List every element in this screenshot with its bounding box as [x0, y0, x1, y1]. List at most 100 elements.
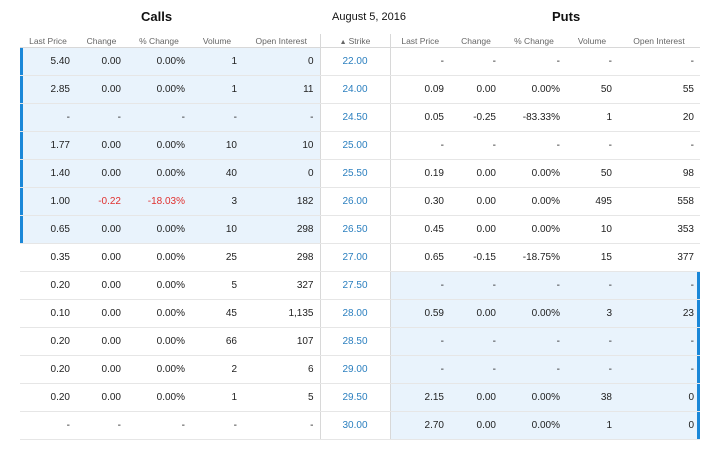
- strike-link[interactable]: 29.00: [319, 355, 391, 384]
- call-change-cell: 0.00: [76, 159, 127, 188]
- puts-col-volume[interactable]: Volume: [566, 34, 618, 48]
- put-last-price-cell: 0.45: [390, 215, 450, 244]
- puts-col-pct-change[interactable]: % Change: [502, 34, 566, 48]
- call-open-interest-cell: 107: [243, 327, 320, 356]
- call-open-interest-cell: 1,135: [243, 299, 320, 328]
- strike-link[interactable]: 22.00: [319, 47, 391, 76]
- call-volume-cell: -: [191, 103, 243, 132]
- put-open-interest-cell: 0: [618, 383, 700, 412]
- strike-link[interactable]: 29.50: [319, 383, 391, 412]
- put-volume-cell: -: [566, 47, 618, 76]
- table-row[interactable]: 0.20 0.00 0.00% 5 327 27.50- - - - -: [20, 271, 700, 300]
- puts-col-last-price[interactable]: Last Price: [390, 34, 450, 48]
- table-row[interactable]: 0.65 0.00 0.00% 10 298 26.50 0.45 0.00 0.00% 10 35…: [20, 215, 700, 244]
- put-pct-change-cell: -83.33%: [502, 103, 566, 132]
- put-pct-change-cell: 0.00%: [502, 383, 566, 412]
- put-pct-change-cell: -: [502, 355, 566, 384]
- strike-link[interactable]: 26.50: [319, 215, 391, 244]
- call-last-price-cell: -: [20, 103, 76, 132]
- put-volume-cell: -: [566, 355, 618, 384]
- table-row[interactable]: 0.20 0.00 0.00% 1 5 29.50 2.15 0.00 0.00% 38 0: [20, 383, 700, 412]
- table-row[interactable]: 0.20 0.00 0.00% 66 107 28.50- - - - -: [20, 327, 700, 356]
- strike-link[interactable]: 24.50: [319, 103, 391, 132]
- table-row[interactable]: 1.77 0.00 0.00% 10 10 25.00- - - - -: [20, 131, 700, 160]
- put-pct-change-cell: 0.00%: [502, 215, 566, 244]
- put-change-cell: -0.15: [450, 243, 502, 272]
- put-last-price-cell: -: [390, 271, 450, 300]
- table-row[interactable]: - - - - -24.50 0.05 -0.25 -83.33% 1 20: [20, 103, 700, 132]
- put-volume-cell: 3: [566, 299, 618, 328]
- table-row[interactable]: - - - - -30.00 2.70 0.00 0.00% 1 0: [20, 411, 700, 440]
- strike-col-label: Strike: [348, 35, 371, 46]
- call-volume-cell: 10: [191, 131, 243, 160]
- put-last-price-cell: 2.15: [390, 383, 450, 412]
- strike-link[interactable]: 27.50: [319, 271, 391, 300]
- call-pct-change-cell: 0.00%: [127, 131, 191, 160]
- put-change-cell: 0.00: [450, 411, 502, 440]
- call-change-cell: 0.00: [76, 271, 127, 300]
- call-open-interest-cell: 0: [243, 159, 320, 188]
- strike-link[interactable]: 24.00: [319, 75, 391, 104]
- put-open-interest-cell: 20: [618, 103, 700, 132]
- put-change-cell: 0.00: [450, 75, 502, 104]
- put-volume-cell: 15: [566, 243, 618, 272]
- put-pct-change-cell: 0.00%: [502, 75, 566, 104]
- put-last-price-cell: 0.19: [390, 159, 450, 188]
- calls-col-pct-change[interactable]: % Change: [127, 34, 191, 48]
- put-change-cell: -: [450, 355, 502, 384]
- strike-link[interactable]: 27.00: [319, 243, 391, 272]
- puts-col-open-interest[interactable]: Open Interest: [618, 34, 700, 48]
- put-volume-cell: -: [566, 271, 618, 300]
- call-pct-change-cell: 0.00%: [127, 159, 191, 188]
- put-change-cell: -0.25: [450, 103, 502, 132]
- call-volume-cell: 1: [191, 383, 243, 412]
- puts-col-change[interactable]: Change: [450, 34, 502, 48]
- call-change-cell: 0.00: [76, 355, 127, 384]
- calls-col-last-price[interactable]: Last Price: [20, 34, 76, 48]
- put-open-interest-cell: -: [618, 327, 700, 356]
- table-row[interactable]: 0.10 0.00 0.00% 45 1,135 28.00 0.59 0.00 0.00% 3 2…: [20, 299, 700, 328]
- call-volume-cell: 1: [191, 75, 243, 104]
- call-last-price-cell: 1.77: [20, 131, 76, 160]
- calls-col-change[interactable]: Change: [76, 34, 127, 48]
- call-open-interest-cell: 5: [243, 383, 320, 412]
- call-last-price-cell: 0.20: [20, 327, 76, 356]
- put-last-price-cell: 0.30: [390, 187, 450, 216]
- call-last-price-cell: -: [20, 411, 76, 440]
- call-pct-change-cell: -: [127, 411, 191, 440]
- strike-link[interactable]: 25.50: [319, 159, 391, 188]
- options-chain-table: Last Price Change % Change Volume Open I…: [20, 34, 700, 440]
- call-volume-cell: 1: [191, 47, 243, 76]
- call-last-price-cell: 2.85: [20, 75, 76, 104]
- table-row[interactable]: 0.20 0.00 0.00% 2 6 29.00- - - - -: [20, 355, 700, 384]
- put-pct-change-cell: 0.00%: [502, 187, 566, 216]
- put-change-cell: 0.00: [450, 299, 502, 328]
- put-change-cell: 0.00: [450, 187, 502, 216]
- strike-link[interactable]: 28.50: [319, 327, 391, 356]
- table-row[interactable]: 2.85 0.00 0.00% 1 11 24.00 0.09 0.00 0.00% 50 55: [20, 75, 700, 104]
- call-last-price-cell: 5.40: [20, 47, 76, 76]
- put-pct-change-cell: -: [502, 131, 566, 160]
- put-open-interest-cell: 353: [618, 215, 700, 244]
- expiration-date[interactable]: August 5, 2016: [332, 11, 407, 23]
- table-row[interactable]: 5.40 0.00 0.00% 1 0 22.00- - - - -: [20, 47, 700, 76]
- table-row[interactable]: 0.35 0.00 0.00% 25 298 27.00 0.65 -0.15 -18.75% 1…: [20, 243, 700, 272]
- call-volume-cell: 2: [191, 355, 243, 384]
- call-change-cell: -: [76, 411, 127, 440]
- strike-link[interactable]: 28.00: [319, 299, 391, 328]
- put-change-cell: -: [450, 47, 502, 76]
- strike-link[interactable]: 30.00: [319, 411, 391, 440]
- calls-title: Calls: [141, 9, 173, 24]
- table-row[interactable]: 1.00 -0.22 -18.03% 3 182 26.00 0.30 0.00 0.00% 49…: [20, 187, 700, 216]
- strike-col-header[interactable]: ▲ Strike: [319, 34, 391, 48]
- calls-col-volume[interactable]: Volume: [191, 34, 243, 48]
- strike-link[interactable]: 25.00: [319, 131, 391, 160]
- call-pct-change-cell: 0.00%: [127, 243, 191, 272]
- table-row[interactable]: 1.40 0.00 0.00% 40 0 25.50 0.19 0.00 0.00% 50 98: [20, 159, 700, 188]
- strike-link[interactable]: 26.00: [319, 187, 391, 216]
- put-open-interest-cell: 55: [618, 75, 700, 104]
- put-open-interest-cell: 98: [618, 159, 700, 188]
- call-volume-cell: 66: [191, 327, 243, 356]
- calls-col-open-interest[interactable]: Open Interest: [243, 34, 320, 48]
- sort-ascending-icon: ▲: [339, 38, 347, 46]
